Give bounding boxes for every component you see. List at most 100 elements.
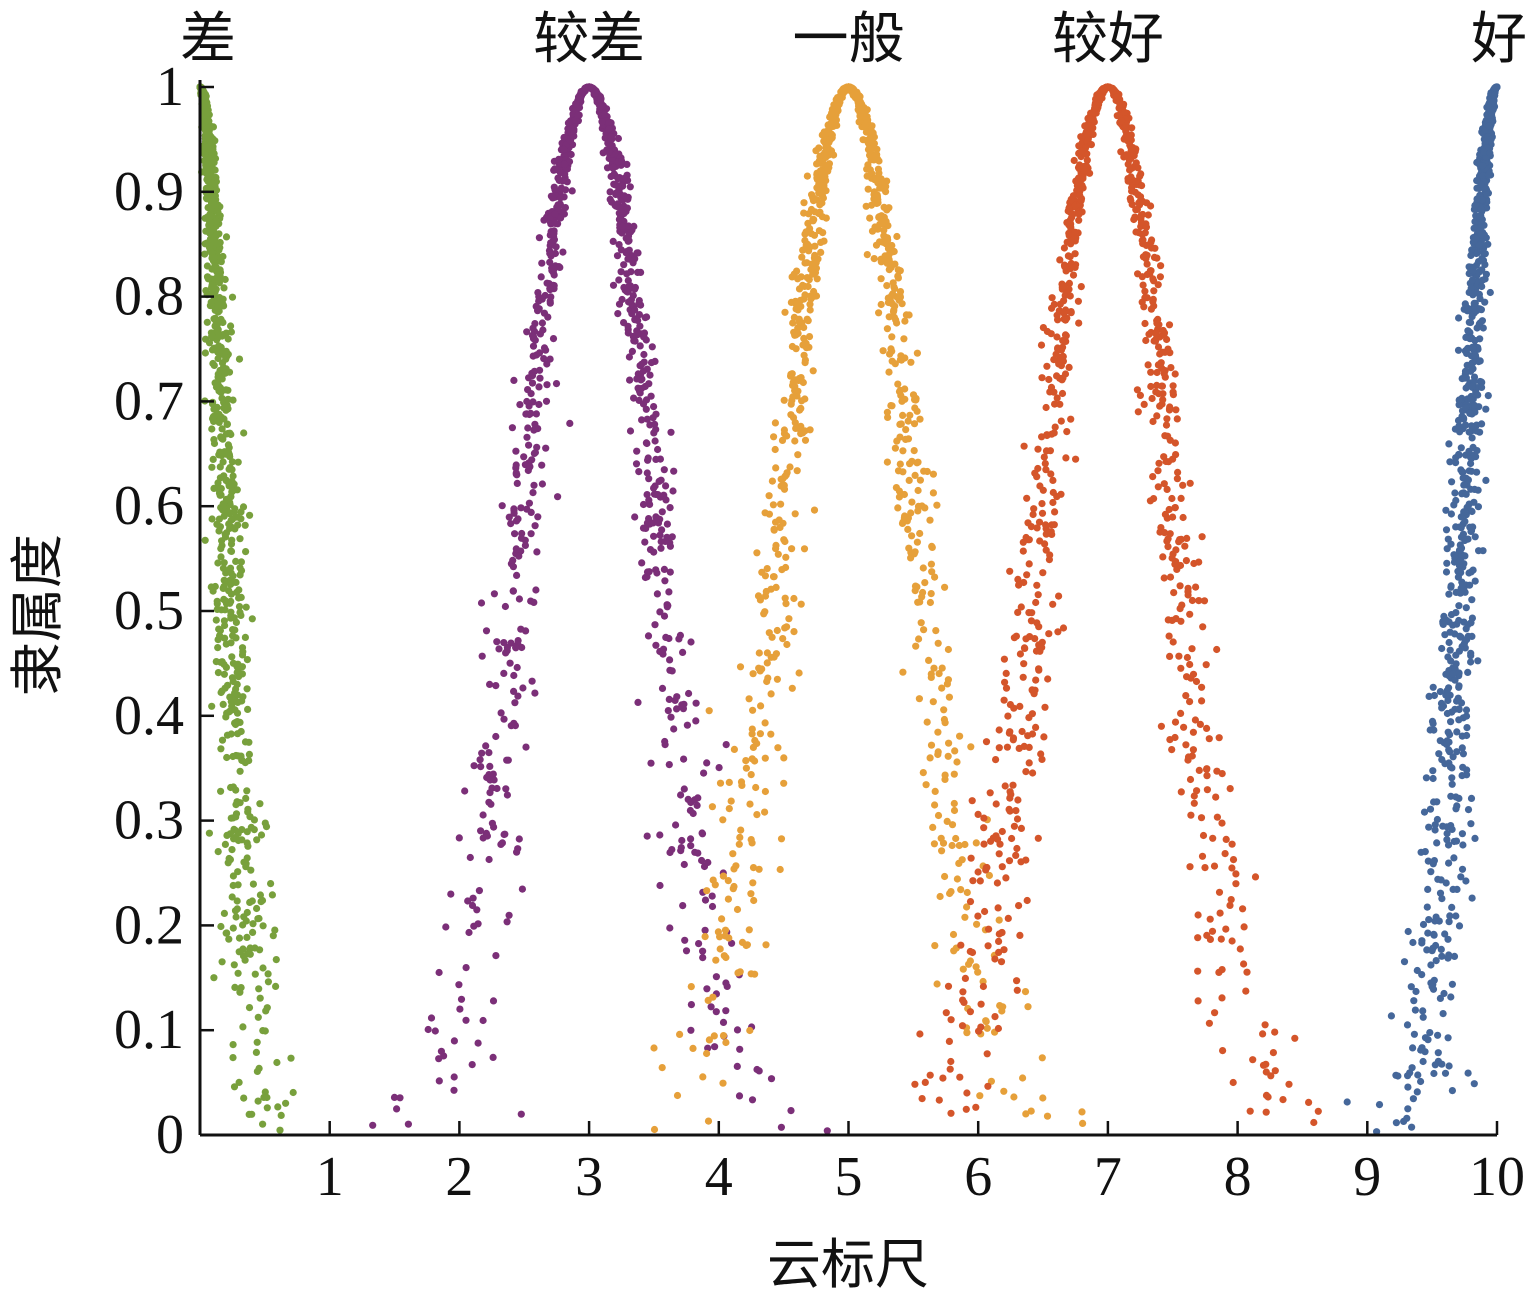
data-point <box>626 427 635 435</box>
data-point <box>767 653 775 661</box>
data-point <box>695 940 703 948</box>
data-point <box>220 909 228 918</box>
data-point <box>212 616 220 624</box>
cloud-series-4 <box>911 83 1322 1127</box>
data-point <box>874 165 883 173</box>
data-point <box>243 933 251 942</box>
data-point <box>390 1093 399 1101</box>
data-point <box>1117 117 1126 125</box>
data-point <box>1468 894 1476 902</box>
data-point <box>745 695 753 703</box>
data-point <box>1006 794 1014 802</box>
data-point <box>789 393 797 401</box>
data-point <box>1031 635 1039 643</box>
data-point <box>1163 415 1171 423</box>
data-point <box>1043 1112 1052 1120</box>
data-point <box>1206 915 1214 923</box>
data-point <box>735 1092 744 1100</box>
data-point <box>232 634 240 642</box>
data-point <box>555 155 563 163</box>
data-point <box>518 885 527 893</box>
data-point <box>243 685 251 693</box>
data-point <box>1404 1083 1412 1091</box>
data-point <box>614 175 622 183</box>
data-point <box>497 709 505 717</box>
data-point <box>1079 1119 1087 1127</box>
data-point <box>623 287 631 296</box>
data-point <box>935 1096 943 1104</box>
data-point <box>639 500 648 509</box>
data-point <box>1181 542 1189 550</box>
data-point <box>981 907 989 916</box>
data-point <box>1476 212 1484 220</box>
data-point <box>201 349 209 357</box>
data-point <box>1477 205 1486 214</box>
data-point <box>212 321 221 329</box>
data-point <box>1171 439 1179 447</box>
data-point <box>1172 406 1180 414</box>
data-point <box>626 376 634 384</box>
data-point <box>899 518 907 526</box>
data-point <box>1159 348 1167 356</box>
data-point <box>985 871 994 880</box>
data-point <box>1161 510 1169 518</box>
data-point <box>1077 196 1085 204</box>
data-point <box>468 1061 476 1069</box>
data-point <box>832 116 841 124</box>
data-point <box>1039 1094 1047 1102</box>
data-point <box>221 597 229 605</box>
data-point <box>527 530 535 538</box>
data-point <box>557 214 565 222</box>
data-point <box>703 1049 711 1058</box>
data-point <box>219 458 227 466</box>
data-point <box>1195 766 1203 775</box>
data-point <box>909 391 918 399</box>
data-point <box>957 941 965 949</box>
data-point <box>1161 432 1169 440</box>
cloud-series-5 <box>1343 83 1501 1136</box>
data-point <box>974 868 982 876</box>
data-point <box>639 367 648 375</box>
data-point <box>1470 1080 1478 1088</box>
data-point <box>934 639 942 647</box>
data-point <box>1136 391 1144 399</box>
data-point <box>1008 834 1016 843</box>
data-point <box>404 1120 412 1128</box>
data-point <box>601 134 609 142</box>
data-point <box>272 956 280 964</box>
data-point <box>651 621 659 629</box>
data-point <box>777 482 785 490</box>
data-point <box>959 965 967 973</box>
data-point <box>1460 481 1468 489</box>
data-point <box>777 1123 786 1131</box>
data-point <box>985 925 993 933</box>
data-point <box>228 846 236 854</box>
data-point <box>811 208 819 216</box>
data-point <box>761 754 769 762</box>
data-point <box>938 847 946 855</box>
data-point <box>1423 946 1431 954</box>
data-point <box>542 444 550 452</box>
data-point <box>1083 130 1091 138</box>
data-point <box>1168 494 1176 503</box>
data-point <box>699 1073 707 1081</box>
data-point <box>1055 592 1063 600</box>
data-point <box>1038 374 1046 382</box>
data-point <box>652 513 660 521</box>
data-point <box>212 186 221 194</box>
data-point <box>230 961 238 969</box>
data-point <box>961 913 969 921</box>
data-point <box>254 1097 262 1105</box>
data-point <box>1467 467 1476 475</box>
data-point <box>1203 772 1211 780</box>
data-point <box>747 890 755 898</box>
data-point <box>1467 459 1475 468</box>
data-point <box>1217 935 1225 943</box>
data-point <box>1138 230 1146 239</box>
data-point <box>636 322 644 330</box>
data-point <box>791 437 799 445</box>
data-point <box>755 865 763 873</box>
data-point <box>209 455 217 463</box>
data-point <box>767 690 775 698</box>
data-point <box>1125 133 1133 141</box>
